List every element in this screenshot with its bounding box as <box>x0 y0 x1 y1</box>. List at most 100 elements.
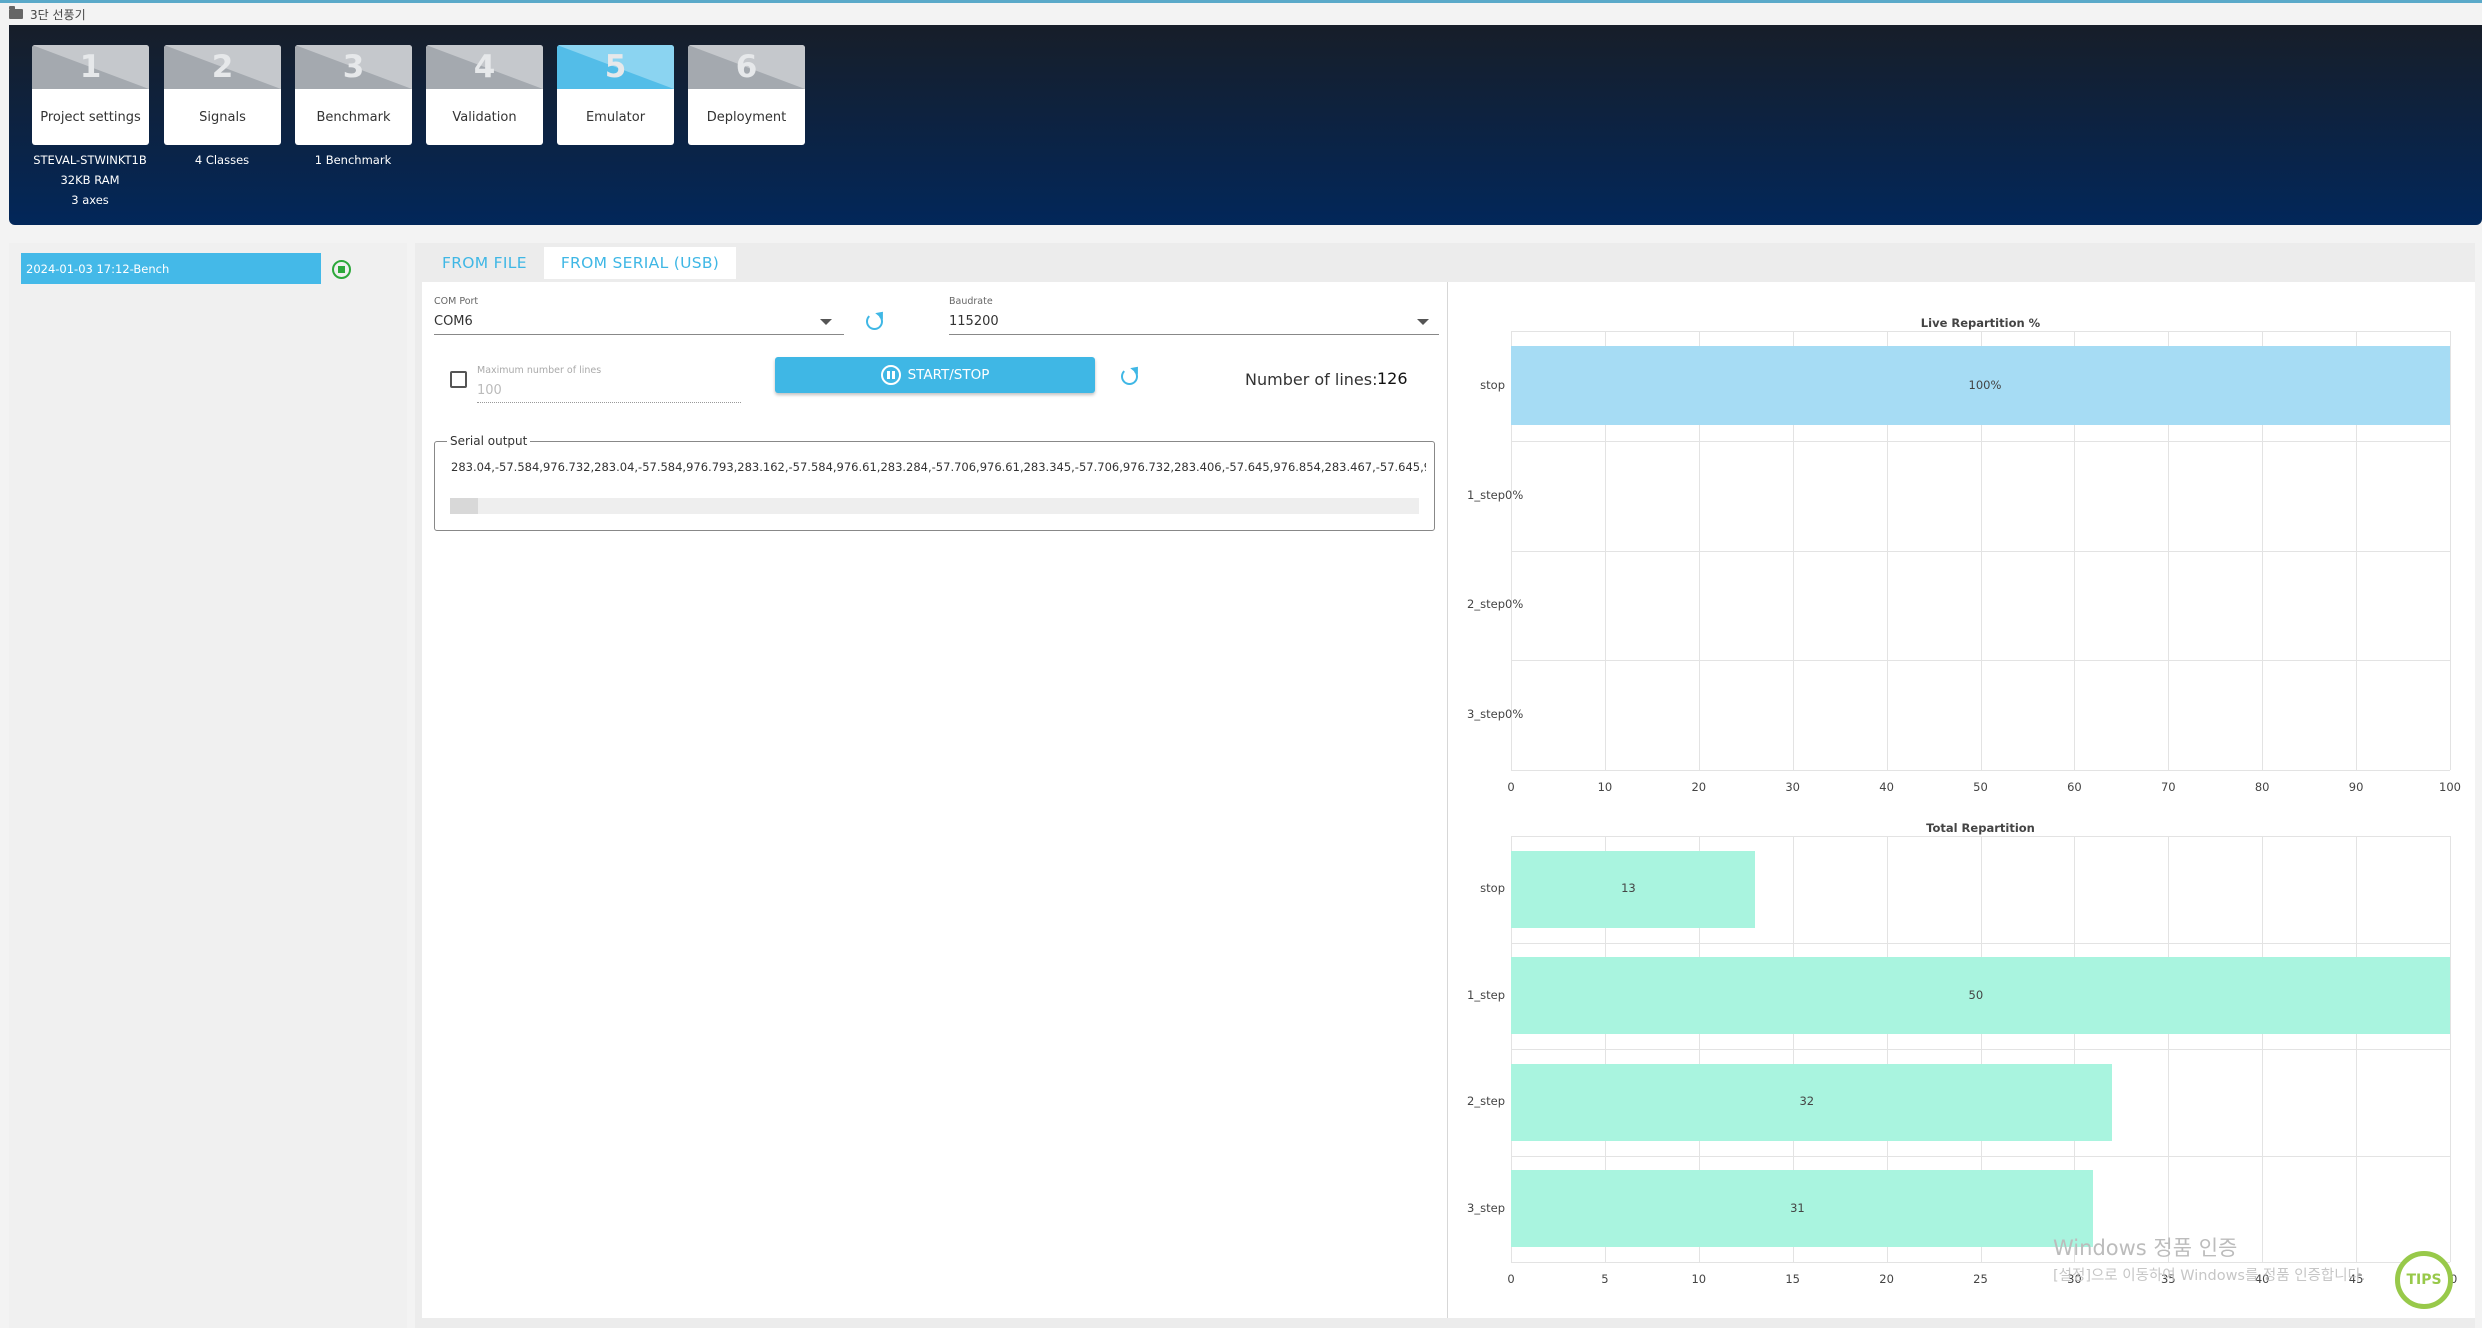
step-label: Project settings <box>40 109 141 125</box>
bar-3_step <box>1511 1170 2094 1248</box>
stop-circle-icon[interactable] <box>332 260 351 279</box>
max-lines-input[interactable]: 100 <box>477 383 502 398</box>
chevron-down-icon[interactable] <box>820 319 832 325</box>
x-tick-label: 20 <box>1691 780 1707 794</box>
serial-output-legend: Serial output <box>447 434 531 448</box>
serial-output-box: Serial output 283.04,-57.584,976.732,283… <box>434 434 1435 531</box>
tab-from-serial[interactable]: FROM SERIAL (USB) <box>543 247 737 279</box>
watermark-text: [설정]으로 이동하여 Windows를 정품 인증합니다. <box>2053 1268 2366 1284</box>
window-title: 3단 선풍기 <box>30 7 86 22</box>
category-label: 3_step <box>1467 1200 1505 1215</box>
bar-value-label: 0% <box>1505 487 1524 502</box>
com-port-select[interactable]: COM6 <box>434 314 473 329</box>
chevron-down-icon[interactable] <box>1417 319 1429 325</box>
source-tabs: FROM FILE FROM SERIAL (USB) <box>425 247 737 279</box>
grid-line <box>1511 331 2450 332</box>
step-number: 4 <box>426 45 543 89</box>
bar-value-label: 32 <box>1799 1094 1815 1109</box>
max-lines-underline <box>477 402 741 403</box>
x-tick-label: 35 <box>2160 1272 2176 1286</box>
max-lines-label: Maximum number of lines <box>477 365 602 376</box>
step-emulator[interactable]: 5 Emulator <box>557 45 674 145</box>
x-tick-label: 30 <box>1785 780 1800 794</box>
x-tick-label: 40 <box>1879 780 1894 794</box>
x-tick-label: 10 <box>1691 1272 1707 1286</box>
bar-value-label: 13 <box>1621 881 1636 896</box>
bar-value-label: 0% <box>1505 597 1524 612</box>
chart-title: Total Repartition <box>1926 821 2035 835</box>
tips-button[interactable]: TIPS <box>2395 1251 2453 1309</box>
window-top-accent <box>0 0 2482 3</box>
pause-icon <box>880 365 901 385</box>
x-tick-label: 45 <box>2348 1272 2364 1286</box>
refresh-ports-icon[interactable] <box>866 313 883 330</box>
x-tick-label: 15 <box>1785 1272 1800 1286</box>
x-tick-label: 0 <box>1507 1272 1515 1286</box>
step-number: 5 <box>557 45 674 89</box>
horizontal-scrollbar[interactable] <box>450 498 1419 514</box>
serial-panel: COM Port COM6 Baudrate 115200 Maximum nu… <box>422 282 2475 1318</box>
grid-line <box>2450 331 2451 770</box>
scrollbar-thumb[interactable] <box>450 498 478 514</box>
category-label: stop <box>1480 377 1505 392</box>
x-tick-label: 20 <box>1879 1272 1894 1286</box>
benchmark-item[interactable]: 2024-01-03 17:12-Bench <box>21 253 321 284</box>
windows-activation-watermark: Windows 정품 인증 [설정]으로 이동하여 Windows를 정품 인증… <box>2053 1232 2473 1285</box>
benchmark-info: 1 Benchmark <box>314 153 392 167</box>
baudrate-underline <box>949 334 1439 335</box>
step-label: Signals <box>199 109 246 125</box>
grid-line <box>1511 1049 2450 1050</box>
start-stop-label: START/STOP <box>907 367 990 383</box>
board-name: STEVAL-STWINKT1B <box>33 153 147 167</box>
grid-line <box>1511 770 2450 771</box>
step-validation[interactable]: 4 Validation <box>426 45 543 145</box>
ram-size: 32KB RAM <box>60 173 120 187</box>
folder-icon <box>9 6 23 19</box>
bar-stop <box>1511 346 2450 426</box>
grid-line <box>1511 1262 2450 1263</box>
tab-from-file[interactable]: FROM FILE <box>442 254 527 272</box>
step-label: Validation <box>452 109 517 125</box>
bar-value-label: 0% <box>1505 707 1524 722</box>
step-deployment[interactable]: 6 Deployment <box>688 45 805 145</box>
step-benchmark[interactable]: 3 Benchmark <box>295 45 412 145</box>
serial-output-text: 283.04,-57.584,976.732,283.04,-57.584,97… <box>451 460 1426 474</box>
emulator-main: FROM FILE FROM SERIAL (USB) COM Port COM… <box>415 243 2475 1328</box>
grid-line <box>1511 440 2450 442</box>
step-label: Deployment <box>706 109 787 125</box>
x-tick-label: 40 <box>2254 1272 2270 1286</box>
bar-value-label: 31 <box>1790 1200 1805 1215</box>
grid-line <box>1511 836 2450 837</box>
number-of-lines-value: 126 <box>1377 369 1408 388</box>
bar-1_step <box>1511 957 2450 1035</box>
project-info: STEVAL-STWINKT1B 32KB RAM 3 axes <box>25 150 155 210</box>
category-label: 1_step <box>1467 987 1505 1002</box>
x-tick-label: 25 <box>1973 1272 1988 1286</box>
grid-line <box>1511 1155 2450 1157</box>
reset-icon[interactable] <box>1121 368 1138 385</box>
window-title-bar: 3단 선풍기 <box>0 3 2482 25</box>
x-tick-label: 100 <box>2439 780 2461 794</box>
serial-controls: COM Port COM6 Baudrate 115200 Maximum nu… <box>422 282 1448 1318</box>
step-label: Emulator <box>585 109 646 125</box>
com-port-underline <box>434 334 844 335</box>
step-project-settings[interactable]: 1 Project settings <box>32 45 149 145</box>
category-label: 2_step <box>1467 597 1505 612</box>
x-tick-label: 0 <box>1507 780 1515 794</box>
step-label: Benchmark <box>316 109 391 125</box>
category-label: 2_step <box>1467 1094 1505 1109</box>
step-number: 6 <box>688 45 805 89</box>
start-stop-button[interactable]: START/STOP <box>775 357 1095 393</box>
number-of-lines-label: Number of lines: <box>1245 370 1378 389</box>
category-label: stop <box>1480 881 1505 896</box>
x-tick-label: 50 <box>1973 780 1988 794</box>
step-signals[interactable]: 2 Signals <box>164 45 281 145</box>
x-tick-label: 60 <box>2067 780 2082 794</box>
baudrate-select[interactable]: 115200 <box>949 314 999 329</box>
max-lines-checkbox[interactable] <box>450 371 467 388</box>
x-tick-label: 70 <box>2160 780 2176 794</box>
bar-value-label: 50 <box>1968 987 1984 1002</box>
signals-info: 4 Classes <box>194 153 250 167</box>
charts-pane: Live Repartition % 0 10 20 30 40 50 60 70 80 90 100… <box>1450 282 2475 1318</box>
step-number: 2 <box>164 45 281 89</box>
